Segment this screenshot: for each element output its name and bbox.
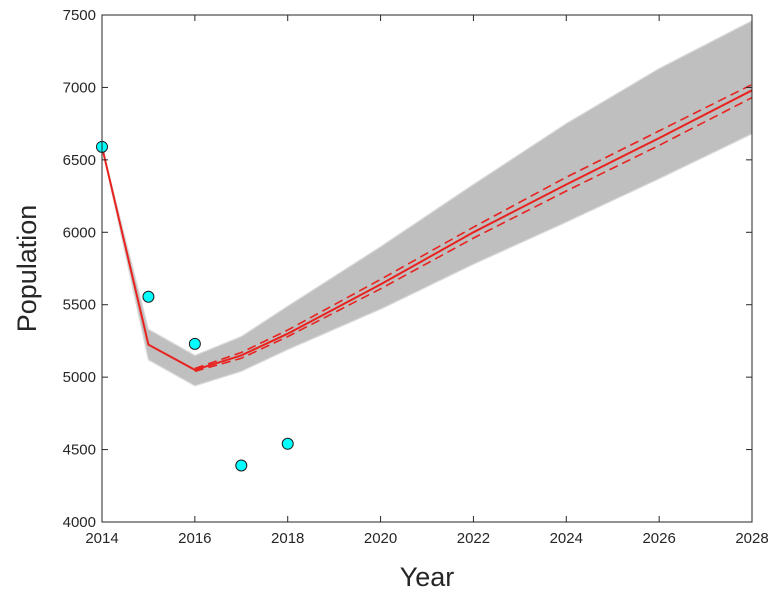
simulation-envelope — [102, 20, 752, 386]
y-tick-label: 7500 — [63, 7, 96, 24]
observed-points — [96, 140, 294, 472]
y-tick-label: 5000 — [63, 369, 96, 386]
x-tick-label: 2026 — [642, 530, 675, 547]
x-tick-label: 2016 — [178, 530, 211, 547]
y-tick-label: 6000 — [63, 224, 96, 241]
x-axis-title: Year — [400, 562, 455, 592]
x-tick-label: 2020 — [364, 530, 397, 547]
interval-upper-line — [194, 83, 753, 370]
observed-point — [281, 437, 294, 450]
series-lines — [101, 83, 753, 373]
median-line — [101, 89, 753, 371]
y-tick-label: 7000 — [63, 79, 96, 96]
y-tick-label: 4500 — [63, 442, 96, 459]
x-tick-label: 2022 — [457, 530, 490, 547]
observed-point — [235, 459, 248, 472]
x-tick-label: 2018 — [271, 530, 304, 547]
axis-ticks: 2014 2016 2018 2020 2022 2024 2026 2028 4000 4500… — [63, 7, 769, 547]
y-tick-label: 6500 — [63, 152, 96, 169]
observed-point — [142, 290, 155, 303]
y-tick-label: 5500 — [63, 297, 96, 314]
observed-point — [188, 337, 201, 350]
simulation-band — [101, 20, 753, 387]
interval-lower-line — [194, 96, 753, 373]
y-axis-title: Population — [12, 205, 42, 333]
x-tick-label: 2028 — [735, 530, 768, 547]
simulation-upper-edge — [101, 20, 753, 357]
x-tick-label: 2024 — [550, 530, 583, 547]
x-tick-label: 2014 — [85, 530, 118, 547]
plot-area-frame — [101, 14, 753, 523]
y-tick-label: 4000 — [63, 514, 96, 531]
simulation-lower-edge — [101, 133, 753, 387]
